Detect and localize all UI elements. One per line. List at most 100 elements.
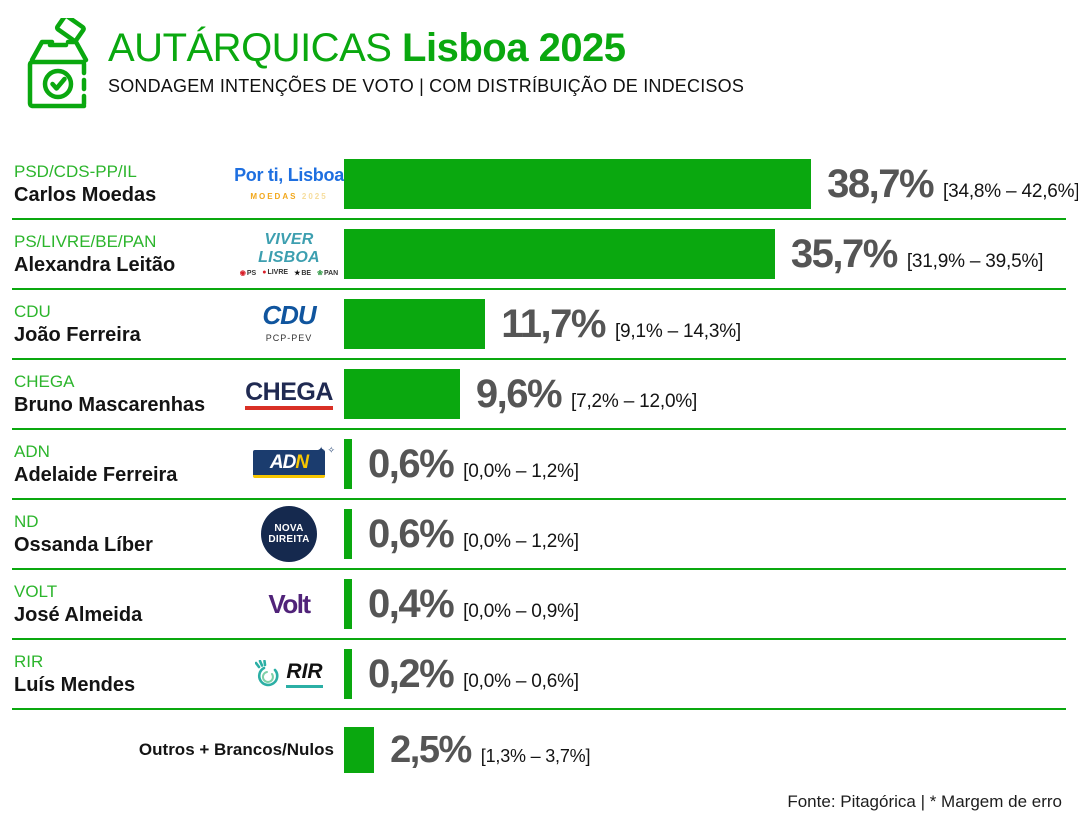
party-label: CDU	[14, 301, 51, 321]
outros-result-bar	[344, 727, 375, 773]
nova-direita-line2: DIREITA	[268, 534, 310, 545]
candidate-name: Luís Mendes	[14, 673, 136, 696]
outros-row: Outros + Brancos/Nulos 2,5% [1,3% – 3,7%…	[12, 710, 1066, 790]
pcp-pev-subtext: PCP-PEV	[265, 333, 313, 343]
confidence-interval: [0,0% – 0,6%]	[463, 670, 579, 692]
result-bar	[344, 579, 352, 629]
chega-logo: CHEGA	[245, 379, 333, 410]
bar-cell: 9,6% [7,2% – 12,0%]	[344, 369, 1066, 419]
result-bar	[344, 649, 352, 699]
confidence-interval: [34,8% – 42,6%]*	[943, 180, 1078, 202]
value-group: 0,4% [0,0% – 0,9%]	[368, 582, 579, 627]
rir-logo: RIR	[255, 660, 323, 688]
party-label: CHEGA	[14, 371, 75, 391]
page-subtitle: SONDAGEM INTENÇÕES DE VOTO | COM DISTRÍB…	[108, 76, 745, 96]
result-row: CHEGA Bruno Mascarenhas CHEGA 9,6% [7,2%…	[12, 360, 1066, 430]
logo-slot: AD N ✦ ✧	[234, 446, 344, 478]
bar-cell: 38,7% [34,8% – 42,6%]*	[344, 159, 1078, 209]
logo-slot: CDU PCP-PEV	[234, 302, 344, 346]
candidate-name: Ossanda Líber	[14, 533, 153, 556]
candidate-names: PS/LIVRE/BE/PAN Alexandra Leitão	[12, 231, 234, 278]
result-row: ND Ossanda Líber NOVA DIREITA 0,6% [0,0%…	[12, 500, 1066, 570]
logo-slot: RIR	[234, 660, 344, 688]
result-bar	[344, 299, 486, 349]
party-label: PSD/CDS-PP/IL	[14, 161, 137, 181]
adn-logo: AD N ✦ ✧	[253, 446, 335, 478]
year-subtext: 2025	[301, 191, 328, 201]
results-list: PSD/CDS-PP/IL Carlos Moedas Por ti, Lisb…	[12, 150, 1078, 790]
result-row: CDU João Ferreira CDU PCP-PEV 11,7% [9,1…	[12, 290, 1066, 360]
candidate-names: CDU João Ferreira	[12, 301, 234, 348]
cdu-logo: CDU PCP-PEV	[262, 300, 316, 346]
value-group: 35,7% [31,9% – 39,5%]	[790, 231, 1044, 277]
pan-icon: PAN	[317, 269, 338, 277]
bar-cell: 0,6% [0,0% – 1,2%]	[344, 509, 1066, 559]
moedas-subtext: MOEDAS	[250, 191, 298, 201]
bar-cell: 0,2% [0,0% – 0,6%]	[344, 649, 1066, 699]
result-bar	[344, 159, 812, 209]
confidence-interval: [7,2% – 12,0%]	[571, 390, 698, 412]
candidate-names: VOLT José Almeida	[12, 581, 234, 628]
result-row: RIR Luís Mendes RIR 0,2% [0,0% – 0,6%]	[12, 640, 1066, 710]
title-regular: AUTÁRQUICAS	[108, 26, 403, 70]
candidate-names: CHEGA Bruno Mascarenhas	[12, 371, 234, 418]
candidate-name: Bruno Mascarenhas	[14, 393, 206, 416]
logo-slot: NOVA DIREITA	[234, 506, 344, 562]
confidence-interval: [0,0% – 1,2%]	[463, 460, 579, 482]
percent-value: 0,6%	[368, 511, 455, 556]
viver-lisboa-wordmark: VIVER LISBOA	[258, 231, 320, 266]
value-group: 0,6% [0,0% – 1,2%]	[368, 512, 579, 557]
candidate-name: João Ferreira	[14, 323, 141, 346]
candidate-names: RIR Luís Mendes	[12, 651, 234, 698]
coalition-party-icons: PS LIVRE BE PAN	[234, 269, 344, 277]
bar-cell: 11,7% [9,1% – 14,3%]	[344, 299, 1066, 349]
value-group: 0,6% [0,0% – 1,2%]	[368, 442, 579, 487]
logo-slot: Por ti, Lisboa MOEDAS 2025	[234, 165, 344, 204]
result-bar	[344, 439, 352, 489]
bar-cell: 35,7% [31,9% – 39,5%]	[344, 229, 1066, 279]
be-icon: BE	[294, 269, 311, 277]
livre-icon: LIVRE	[262, 269, 288, 277]
adn-wordmark-ad: AD	[269, 451, 296, 473]
percent-value: 35,7%	[790, 231, 898, 276]
confidence-interval: [31,9% – 39,5%]	[906, 250, 1044, 272]
por-ti-lisboa-logo: Por ti, Lisboa MOEDAS 2025	[234, 165, 344, 204]
percent-value: 0,4%	[368, 581, 455, 626]
result-bar	[344, 509, 352, 559]
rir-wordmark: RIR	[286, 660, 323, 688]
percent-value: 11,7%	[501, 301, 606, 346]
outros-percent-value: 2,5%	[390, 728, 472, 771]
value-group: 11,7% [9,1% – 14,3%]	[501, 302, 741, 347]
confidence-interval: [0,0% – 1,2%]	[463, 530, 579, 552]
nova-direita-logo: NOVA DIREITA	[261, 506, 317, 562]
party-label: ADN	[14, 441, 50, 461]
adn-wordmark-n: N	[295, 451, 309, 473]
result-row: ADN Adelaide Ferreira AD N ✦ ✧ 0,6% [0,0…	[12, 430, 1066, 500]
candidate-names: ADN Adelaide Ferreira	[12, 441, 234, 488]
volt-logo: Volt	[268, 588, 311, 619]
page-title: AUTÁRQUICAS Lisboa 2025	[108, 26, 744, 70]
result-bar	[344, 229, 775, 279]
ballot-box-check-icon	[27, 18, 89, 109]
party-label: VOLT	[14, 581, 58, 601]
ps-icon: PS	[240, 269, 256, 277]
party-label: ND	[14, 511, 39, 531]
cdu-wordmark: CDU	[262, 300, 316, 330]
result-bar	[344, 369, 460, 419]
candidate-name: Carlos Moedas	[14, 183, 157, 206]
candidate-name: José Almeida	[14, 603, 143, 626]
candidate-names: PSD/CDS-PP/IL Carlos Moedas	[12, 161, 234, 208]
percent-value: 0,6%	[368, 441, 455, 486]
viver-lisboa-logo: VIVER LISBOA PS LIVRE BE PAN	[234, 231, 344, 277]
confidence-interval: [9,1% – 14,3%]	[614, 320, 741, 342]
por-ti-lisboa-wordmark: Por ti, Lisboa	[234, 164, 344, 185]
bar-cell: 0,6% [0,0% – 1,2%]	[344, 439, 1066, 489]
nova-direita-line1: NOVA	[274, 523, 304, 534]
logo-slot: CHEGA	[234, 379, 344, 410]
outros-value-group: 2,5% [1,3% – 3,7%]	[390, 729, 590, 772]
percent-value: 38,7%	[827, 161, 934, 206]
result-row: PS/LIVRE/BE/PAN Alexandra Leitão VIVER L…	[12, 220, 1066, 290]
header: AUTÁRQUICAS Lisboa 2025 SONDAGEM INTENÇÕ…	[0, 0, 1078, 138]
value-group: 38,7% [34,8% – 42,6%]*	[827, 162, 1078, 207]
title-bold: Lisboa 2025	[402, 26, 626, 70]
